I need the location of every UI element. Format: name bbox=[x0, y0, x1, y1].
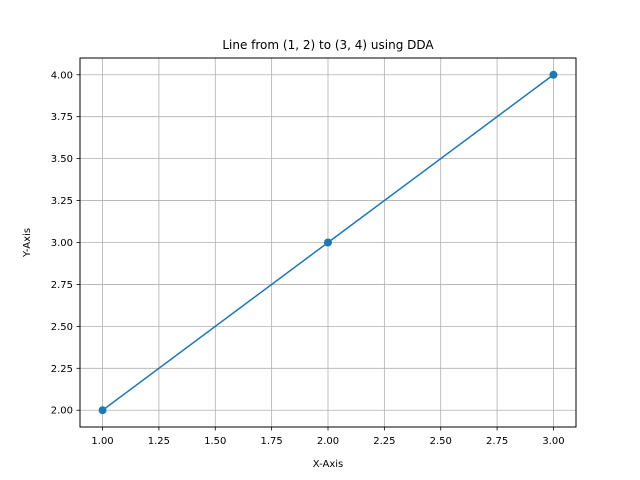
x-tick-label: 2.75 bbox=[486, 436, 508, 447]
x-tick-label: 1.50 bbox=[204, 436, 226, 447]
data-point bbox=[98, 406, 107, 415]
y-tick-label: 3.50 bbox=[51, 154, 73, 165]
x-tick-label: 1.00 bbox=[91, 436, 113, 447]
y-tick-label: 2.50 bbox=[51, 322, 73, 333]
data-point bbox=[324, 238, 332, 247]
x-tick-label: 2.50 bbox=[430, 436, 452, 447]
y-tick-label: 3.00 bbox=[51, 238, 73, 249]
data-point bbox=[549, 70, 558, 79]
y-axis-label: Y-Axis bbox=[22, 228, 33, 258]
x-axis-label: X-Axis bbox=[313, 459, 344, 470]
x-tick-label: 1.75 bbox=[261, 436, 283, 447]
y-tick-label: 2.25 bbox=[51, 364, 73, 375]
y-tick-label: 2.00 bbox=[51, 406, 73, 417]
y-tick-label: 3.75 bbox=[51, 112, 73, 123]
chart-title: Line from (1, 2) to (3, 4) using DDA bbox=[222, 38, 434, 52]
x-tick-label: 2.25 bbox=[373, 436, 395, 447]
x-tick-label: 3.00 bbox=[542, 436, 564, 447]
tick-layer: 1.00 1.25 1.50 1.75 2.00 2.25 2.50 2.75 3.00 2.00… bbox=[51, 70, 565, 447]
series-layer bbox=[98, 70, 558, 415]
y-tick-label: 2.75 bbox=[51, 280, 73, 291]
x-tick-label: 2.00 bbox=[317, 436, 339, 447]
y-tick-label: 3.25 bbox=[51, 196, 73, 207]
y-tick-label: 4.00 bbox=[51, 70, 73, 81]
x-tick-label: 1.25 bbox=[148, 436, 170, 447]
